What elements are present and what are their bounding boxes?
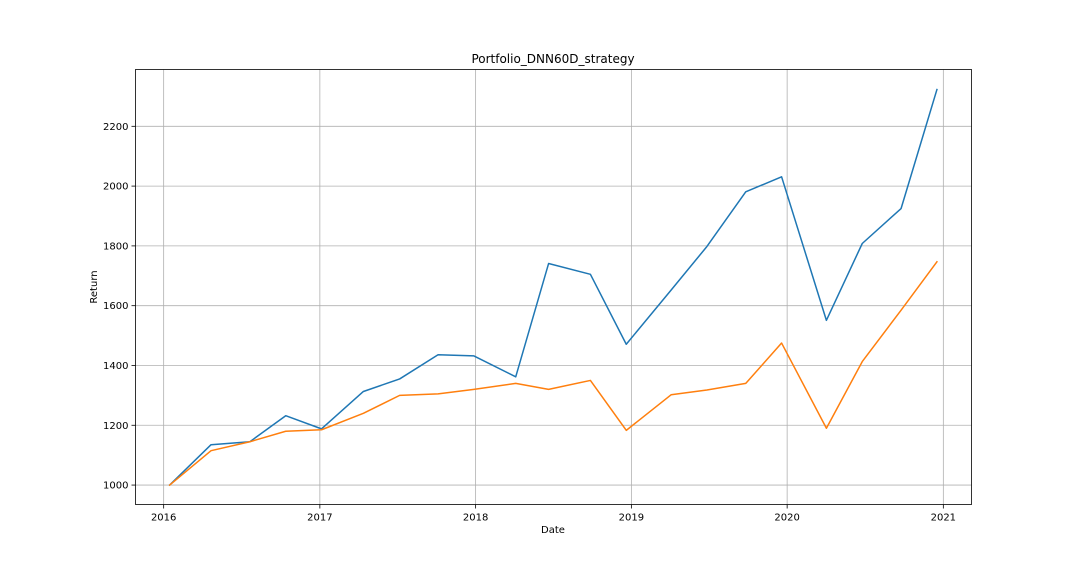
y-tick-label: 2200 [103, 122, 128, 133]
y-tick-label: 2000 [103, 182, 128, 193]
x-tick-label: 2021 [931, 513, 956, 524]
x-tick-label: 2019 [619, 513, 644, 524]
y-axis-label: Return [89, 270, 100, 303]
grid [135, 69, 972, 505]
x-tick-label: 2018 [463, 513, 488, 524]
chart-title: Portfolio_DNN60D_strategy [471, 52, 634, 66]
y-tick-label: 1400 [103, 361, 128, 372]
x-axis: 2016 2017 2018 2019 2020 2021 [151, 504, 956, 524]
series-line-2 [168, 260, 938, 487]
x-tick-label: 2020 [774, 513, 799, 524]
x-tick-label: 2016 [151, 513, 176, 524]
y-tick-label: 1200 [103, 421, 128, 432]
x-axis-label: Date [541, 525, 565, 536]
y-tick-label: 1800 [103, 241, 128, 252]
y-axis: 1000 1200 1400 1600 1800 2000 2200 [103, 122, 136, 492]
y-tick-label: 1600 [103, 301, 128, 312]
series-layer [168, 88, 938, 487]
y-tick-label: 1000 [103, 481, 128, 492]
plot-frame [135, 69, 972, 505]
series-line-1 [168, 88, 938, 487]
x-tick-label: 2017 [307, 513, 332, 524]
